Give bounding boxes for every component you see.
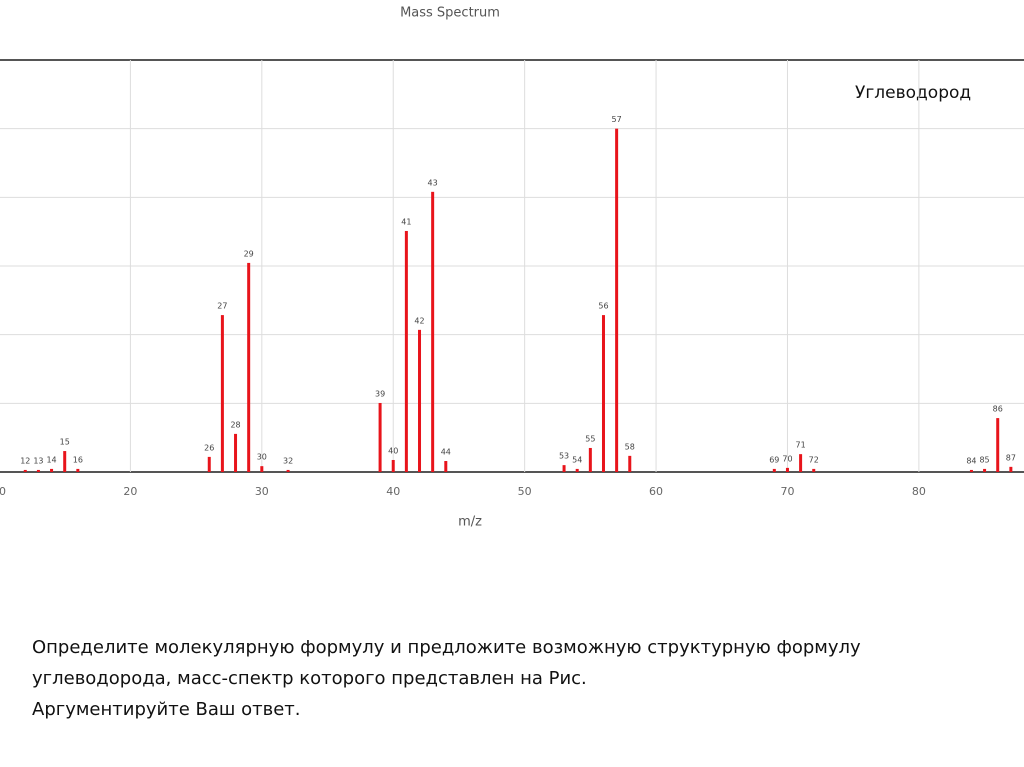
bar	[36, 469, 40, 472]
question-line: Определите молекулярную формулу и предло…	[32, 637, 861, 658]
data-label: 13	[33, 456, 43, 465]
bar	[444, 461, 448, 472]
data-label: 15	[60, 438, 70, 447]
bar	[378, 402, 382, 472]
bar	[969, 469, 973, 472]
x-axis-label: m/z	[458, 515, 482, 530]
bar	[1009, 466, 1013, 472]
data-label: 26	[204, 443, 214, 452]
data-label: 58	[625, 442, 635, 451]
data-label: 32	[283, 456, 293, 465]
data-label: 56	[598, 302, 608, 311]
data-label: 57	[612, 115, 622, 124]
bar	[418, 329, 422, 472]
bar	[983, 468, 987, 472]
bar	[404, 230, 408, 472]
bar	[207, 456, 211, 472]
bar	[220, 315, 224, 472]
x-tick-label: 20	[123, 485, 137, 498]
data-label: 44	[441, 448, 451, 457]
data-label: 43	[428, 178, 438, 187]
data-label: 29	[244, 249, 254, 258]
data-label: 72	[809, 455, 819, 464]
x-tick-label: 10	[0, 485, 6, 498]
data-label: 54	[572, 455, 582, 464]
data-label: 53	[559, 452, 569, 461]
x-tick-label: 40	[386, 485, 400, 498]
annotation: Углеводород	[855, 83, 971, 103]
data-label: 42	[414, 316, 424, 325]
data-label: 69	[769, 455, 779, 464]
data-label: 16	[73, 455, 83, 464]
bar	[996, 418, 1000, 472]
bar	[799, 454, 803, 472]
bar	[247, 262, 251, 472]
data-label: 85	[979, 455, 989, 464]
data-label: 71	[796, 441, 806, 450]
bar	[431, 191, 435, 472]
data-label: 14	[46, 455, 56, 464]
data-label: 12	[20, 456, 30, 465]
bar	[615, 128, 619, 472]
bar	[76, 468, 80, 472]
x-tick-label: 80	[912, 485, 926, 498]
bar	[588, 447, 592, 472]
data-label: 87	[1006, 453, 1016, 462]
question-line: углеводорода, масс-спектр которого предс…	[32, 668, 587, 689]
data-label: 55	[585, 434, 595, 443]
data-label: 27	[217, 302, 227, 311]
bar	[23, 469, 27, 472]
chart-title: Mass Spectrum	[400, 6, 500, 21]
data-label: 84	[966, 456, 976, 465]
bar	[601, 315, 605, 472]
bar	[286, 469, 290, 472]
question-line: Аргументируйте Ваш ответ.	[32, 699, 300, 720]
data-label: 30	[257, 453, 267, 462]
bar	[562, 465, 566, 472]
bar	[391, 459, 395, 472]
bar	[234, 433, 238, 472]
bar	[785, 467, 789, 472]
data-label: 86	[993, 405, 1003, 414]
x-tick-label: 70	[780, 485, 794, 498]
data-label: 70	[782, 454, 792, 463]
bar	[50, 468, 54, 472]
bar	[628, 455, 632, 472]
x-tick-label: 60	[649, 485, 663, 498]
data-label: 41	[401, 217, 411, 226]
data-label: 39	[375, 389, 385, 398]
data-label: 28	[230, 420, 240, 429]
x-tick-label: 30	[255, 485, 269, 498]
bar	[575, 468, 579, 472]
bar	[772, 468, 776, 472]
data-label: 40	[388, 446, 398, 455]
x-tick-label: 50	[518, 485, 532, 498]
bar	[812, 468, 816, 472]
bar	[260, 466, 264, 472]
bar	[63, 451, 67, 472]
